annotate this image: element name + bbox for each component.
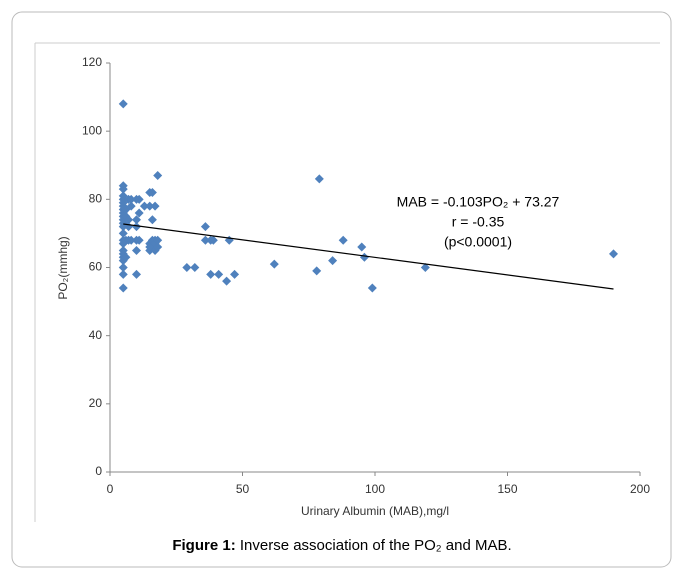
x-tick-label: 150	[497, 482, 517, 496]
point	[182, 263, 192, 272]
point	[118, 184, 128, 194]
caption-label: Figure 1:	[172, 537, 235, 554]
point	[145, 201, 155, 211]
point	[214, 269, 224, 279]
y-axis-label: PO₂(mmhg)	[56, 236, 70, 299]
y-tick-label: 120	[82, 55, 102, 69]
point	[338, 235, 348, 245]
point	[420, 263, 430, 272]
annotation: MAB = -0.103PO₂ + 73.27	[397, 194, 560, 210]
x-tick-label: 0	[107, 482, 114, 496]
point	[126, 194, 136, 204]
point	[359, 252, 369, 262]
point	[200, 222, 210, 232]
point	[139, 201, 149, 211]
point	[314, 174, 324, 184]
point	[118, 99, 128, 109]
x-tick-label: 200	[630, 482, 650, 496]
point	[121, 252, 131, 262]
point	[222, 276, 232, 286]
point	[132, 269, 141, 279]
point	[134, 194, 144, 204]
annotation: (p<0.0001)	[444, 234, 512, 250]
point	[126, 235, 136, 245]
x-tick-label: 50	[236, 482, 250, 496]
point	[132, 222, 141, 232]
point	[118, 228, 128, 238]
point	[134, 235, 144, 245]
point	[132, 215, 141, 225]
point	[134, 208, 144, 218]
point	[269, 259, 279, 269]
point	[328, 256, 338, 266]
point	[206, 269, 216, 279]
x-axis-label: Urinary Albumin (MAB),mg/l	[301, 504, 449, 518]
point	[150, 201, 160, 211]
caption: Figure 1: Inverse association of the PO₂…	[172, 537, 511, 554]
point	[208, 235, 218, 245]
point	[367, 283, 377, 293]
x-tick-label: 100	[365, 482, 385, 496]
point	[153, 170, 163, 180]
point	[118, 269, 128, 279]
trendline	[123, 223, 614, 290]
point	[312, 266, 322, 276]
point	[118, 283, 128, 293]
point	[190, 263, 200, 272]
point	[118, 263, 128, 272]
point	[200, 235, 210, 245]
point	[230, 269, 240, 279]
y-tick-label: 100	[82, 123, 102, 137]
point	[609, 249, 618, 259]
y-tick-label: 40	[89, 328, 103, 342]
y-tick-label: 0	[95, 464, 102, 478]
annotation: r = -0.35	[452, 214, 505, 230]
y-tick-label: 60	[89, 260, 103, 274]
frame	[11, 11, 672, 568]
point	[126, 201, 136, 211]
caption-text: Inverse association of the PO₂ and MAB.	[240, 537, 512, 554]
y-tick-label: 80	[89, 192, 103, 206]
point	[147, 188, 157, 198]
point	[124, 215, 134, 225]
point	[357, 242, 367, 252]
y-tick-label: 20	[89, 396, 103, 410]
point	[153, 242, 163, 252]
point	[147, 215, 157, 225]
point	[132, 245, 141, 255]
point	[153, 235, 163, 245]
